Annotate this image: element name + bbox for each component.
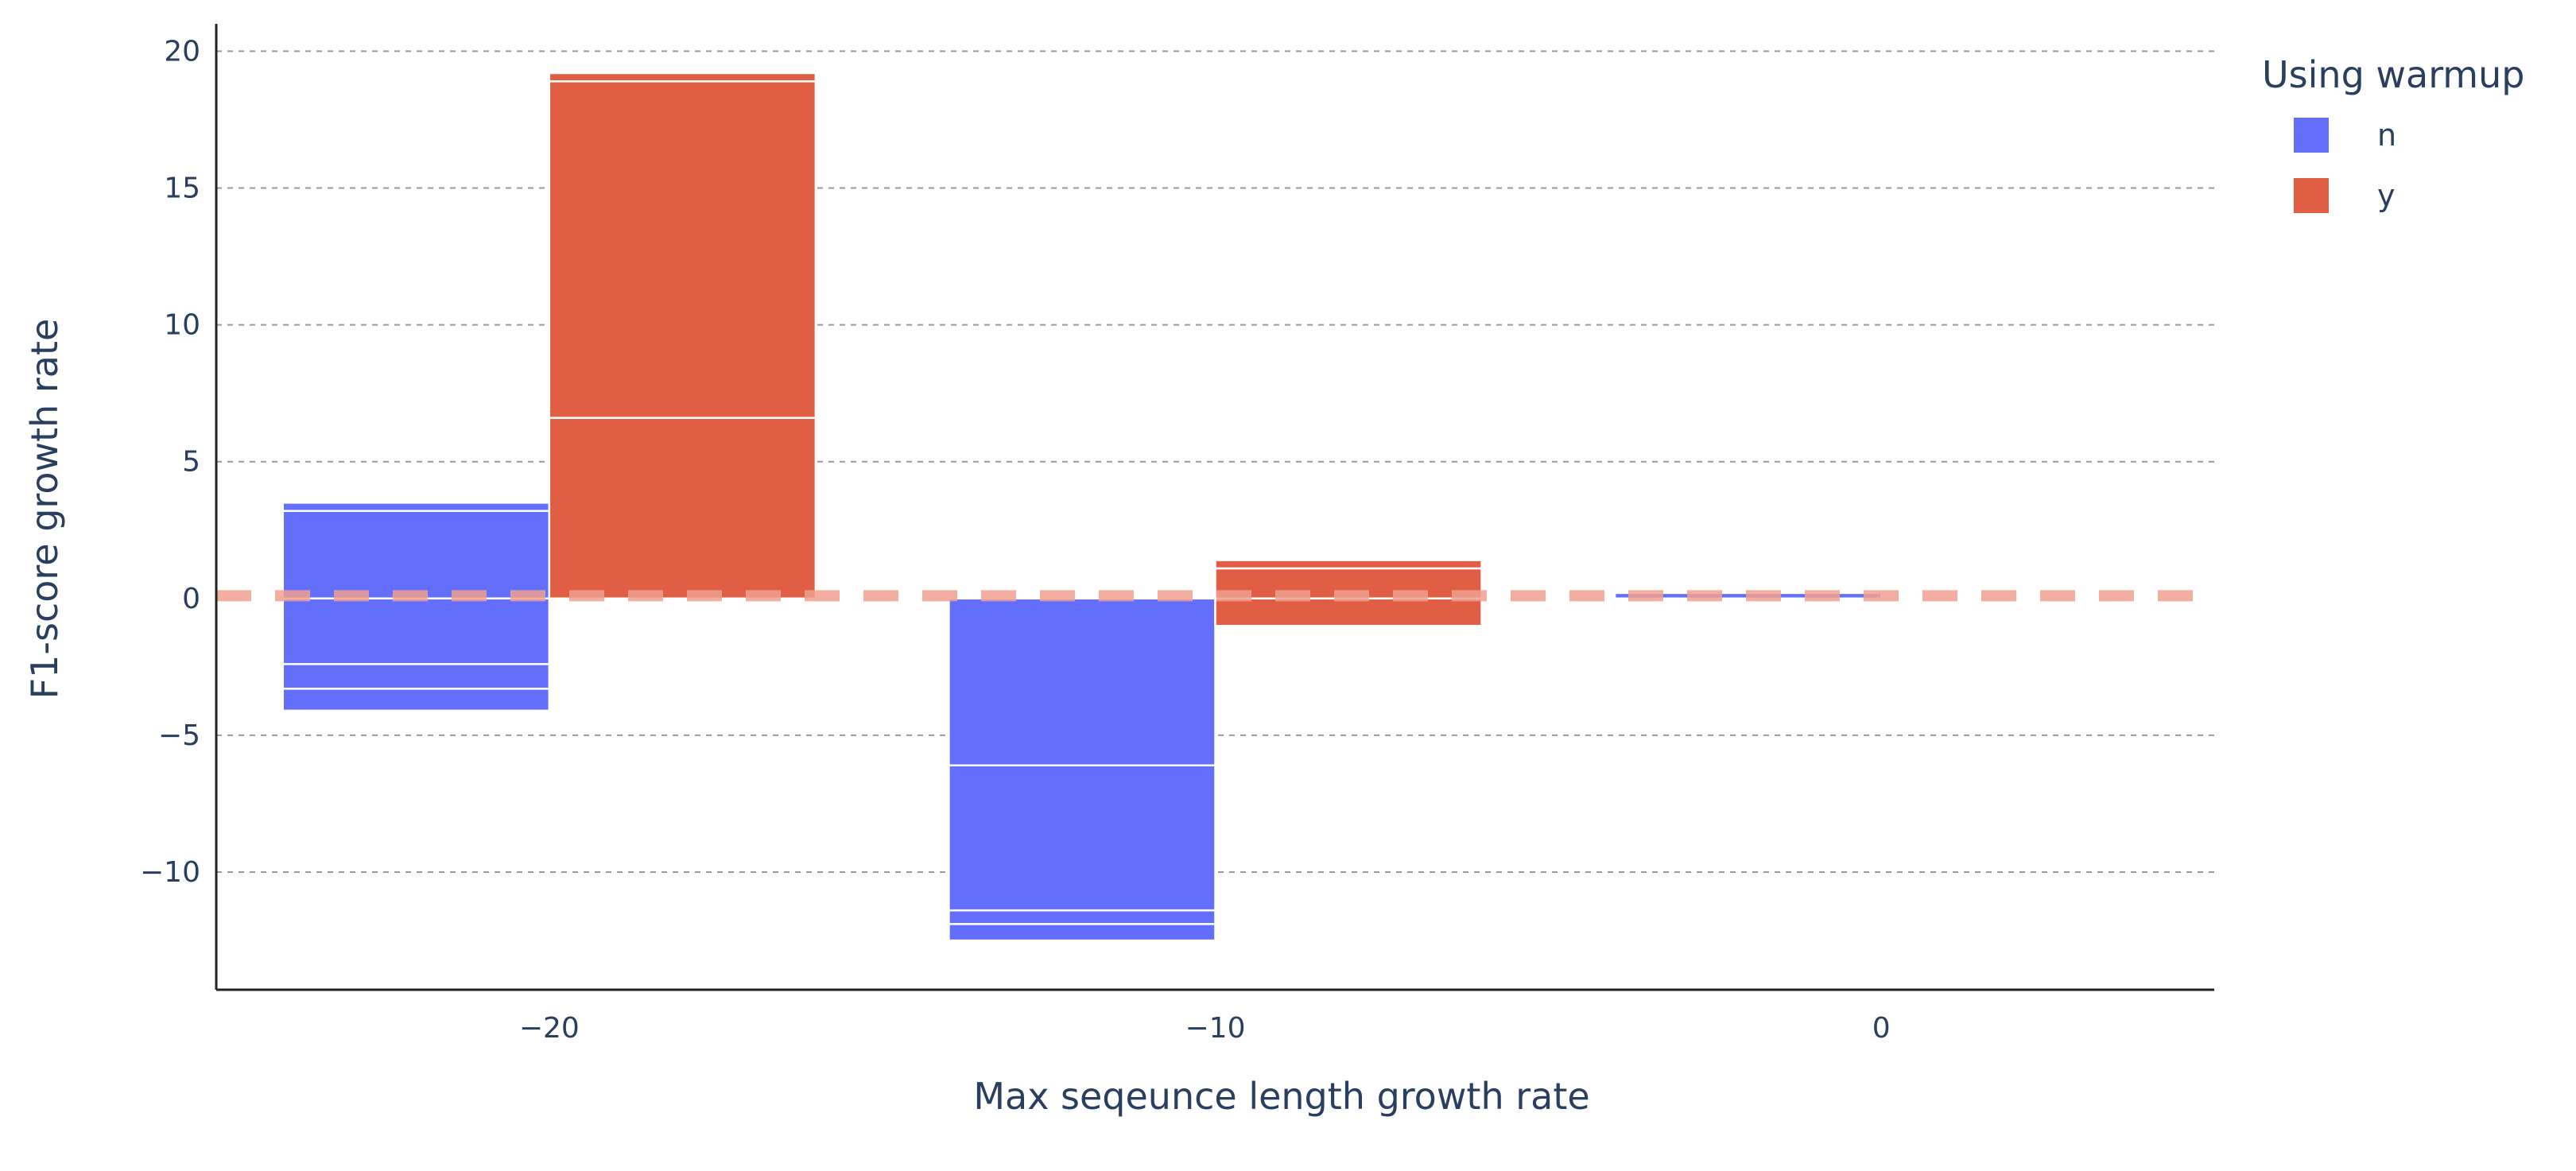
legend[interactable]: Using warmup ny [2262,53,2524,213]
bar-segment-y[interactable] [548,417,817,600]
bar-segment-n[interactable] [948,764,1216,912]
bar-segment-n[interactable] [281,663,551,690]
y-tick-label: 5 [182,446,200,479]
bar-segment-n[interactable] [281,688,551,712]
bar-segment-n[interactable] [948,909,1216,925]
y-tick-label: −5 [158,719,200,752]
legend-title: Using warmup [2262,53,2524,96]
bars [281,72,1883,942]
x-tick-label: −20 [519,1012,580,1045]
y-tick-label: 10 [164,309,200,342]
y-tick-label: 0 [182,583,200,615]
bar-segment-n[interactable] [281,597,551,665]
legend-swatch-y[interactable] [2294,178,2329,213]
bar-segment-n[interactable] [281,510,551,600]
bar-segment-n[interactable] [948,923,1216,942]
bar-segment-n[interactable] [948,597,1216,767]
legend-label-n[interactable]: n [2377,118,2396,153]
y-tick-label: 15 [164,173,200,205]
x-tick-label: 0 [1872,1012,1891,1045]
bar-segment-y[interactable] [1214,597,1483,627]
bar-segment-y[interactable] [1214,559,1483,570]
bar-segment-y[interactable] [548,72,817,83]
axes [215,24,2214,991]
tick-labels: −10 −5 0 5 10 15 20 −20 −10 0 [140,35,1891,1045]
bar-segment-y[interactable] [548,80,817,419]
y-axis-title: F1-score growth rate [23,319,66,700]
y-tick-label: −10 [140,856,200,889]
x-axis-title: Max seqeunce length growth rate [973,1075,1589,1118]
bar-segment-n[interactable] [281,502,551,512]
x-tick-label: −10 [1185,1012,1246,1045]
legend-swatch-n[interactable] [2294,118,2329,153]
legend-label-y[interactable]: y [2377,178,2396,213]
y-tick-label: 20 [164,35,200,68]
